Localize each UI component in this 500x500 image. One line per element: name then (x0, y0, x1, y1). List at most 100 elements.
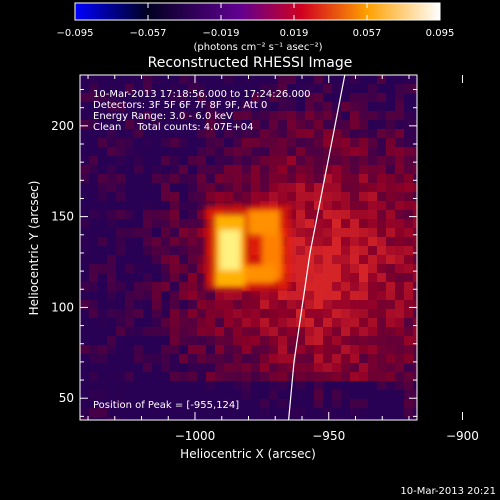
heatmap-cell (359, 381, 368, 390)
heatmap-cell (404, 165, 413, 174)
heatmap-cell (107, 120, 116, 129)
heatmap-cell (242, 390, 251, 399)
heatmap-cell (98, 84, 107, 93)
heatmap-cell (395, 219, 404, 228)
heatmap-cell (179, 372, 188, 381)
footer-timestamp: 10-Mar-2013 20:21 (400, 486, 496, 497)
heatmap-cell (260, 354, 269, 363)
heatmap-cell (341, 201, 350, 210)
heatmap-cell (413, 192, 417, 201)
heatmap-cell (377, 336, 386, 345)
heatmap-cell (287, 75, 296, 84)
heatmap-cell (125, 300, 134, 309)
heatmap-cell (80, 102, 89, 111)
heatmap-cell (251, 408, 260, 417)
heatmap-cell (287, 282, 296, 291)
heatmap-cell (242, 174, 251, 183)
heatmap-cell (89, 84, 98, 93)
heatmap-cell (287, 129, 296, 138)
heatmap-cell (197, 210, 206, 219)
heatmap-cell (305, 219, 314, 228)
heatmap-cell (251, 156, 260, 165)
heatmap-cell (296, 201, 305, 210)
heatmap-cell (179, 354, 188, 363)
heatmap-cell (233, 192, 242, 201)
heatmap-cell (215, 372, 224, 381)
heatmap-cell (305, 264, 314, 273)
heatmap-cell (278, 174, 287, 183)
heatmap-cell (161, 111, 170, 120)
heatmap-cell (197, 174, 206, 183)
heatmap-cell (134, 327, 143, 336)
heatmap-cell (413, 363, 417, 372)
heatmap-cell (233, 408, 242, 417)
heatmap-cell (233, 111, 242, 120)
heatmap-cell (206, 147, 215, 156)
heatmap-cell (224, 345, 233, 354)
heatmap-cell (134, 147, 143, 156)
heatmap-cell (98, 390, 107, 399)
heatmap-cell (89, 174, 98, 183)
heatmap-cell (395, 372, 404, 381)
heatmap-cell (413, 372, 417, 381)
heatmap-cell (359, 219, 368, 228)
heatmap-cell (359, 192, 368, 201)
heatmap-cell (107, 318, 116, 327)
heatmap-cell (377, 111, 386, 120)
heatmap-cell (413, 327, 417, 336)
heatmap-cell (134, 300, 143, 309)
heatmap-cell (242, 192, 251, 201)
flare-source (205, 205, 290, 290)
heatmap-cell (278, 345, 287, 354)
heatmap-cell (404, 336, 413, 345)
heatmap-cell (395, 192, 404, 201)
heatmap-cell (404, 408, 413, 417)
heatmap-cell (215, 84, 224, 93)
heatmap-cell (98, 156, 107, 165)
heatmap-cell (242, 300, 251, 309)
heatmap-cell (269, 336, 278, 345)
heatmap-cell (260, 399, 269, 408)
heatmap-cell (125, 417, 134, 420)
heatmap-cell (224, 192, 233, 201)
heatmap-cells (80, 75, 417, 420)
heatmap-cell (98, 273, 107, 282)
heatmap-cell (125, 228, 134, 237)
heatmap-cell (413, 111, 417, 120)
heatmap-cell (206, 291, 215, 300)
heatmap-cell (323, 282, 332, 291)
heatmap-cell (323, 219, 332, 228)
heatmap-cell (197, 84, 206, 93)
heatmap-cell (116, 336, 125, 345)
heatmap-cell (269, 111, 278, 120)
heatmap-cell (395, 120, 404, 129)
heatmap-cell (107, 381, 116, 390)
y-tick-label: 150 (51, 210, 74, 224)
heatmap-cell (395, 84, 404, 93)
heatmap-cell (341, 147, 350, 156)
heatmap-cell (386, 75, 395, 84)
heatmap-cell (386, 399, 395, 408)
heatmap-cell (98, 183, 107, 192)
heatmap-cell (98, 228, 107, 237)
heatmap-cell (287, 273, 296, 282)
heatmap-cell (170, 93, 179, 102)
heatmap-cell (215, 192, 224, 201)
heatmap-cell (386, 237, 395, 246)
heatmap-cell (323, 111, 332, 120)
heatmap-cell (143, 174, 152, 183)
heatmap-cell (386, 210, 395, 219)
heatmap-cell (125, 201, 134, 210)
heatmap-cell (125, 255, 134, 264)
heatmap-cell (224, 417, 233, 420)
heatmap-cell (188, 255, 197, 264)
heatmap-cell (197, 129, 206, 138)
heatmap-cell (80, 390, 89, 399)
heatmap-cell (107, 363, 116, 372)
heatmap-cell (377, 84, 386, 93)
heatmap-cell (413, 75, 417, 84)
heatmap-cell (368, 255, 377, 264)
heatmap-cell (170, 390, 179, 399)
heatmap-cell (413, 201, 417, 210)
heatmap-cell (125, 147, 134, 156)
